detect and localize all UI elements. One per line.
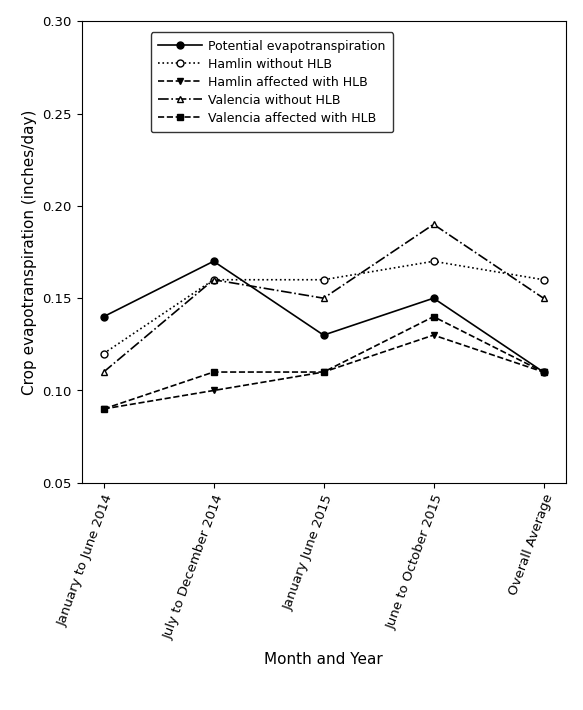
Y-axis label: Crop evapotranspiration (inches/day): Crop evapotranspiration (inches/day) — [22, 109, 37, 395]
Valencia affected with HLB — [210, 368, 217, 376]
Valencia affected with HLB — [430, 312, 437, 321]
Potential evapotranspiration — [540, 368, 547, 376]
Hamlin without HLB — [100, 349, 107, 358]
Line: Hamlin affected with HLB: Hamlin affected with HLB — [100, 332, 547, 413]
Hamlin without HLB — [540, 275, 547, 284]
Hamlin affected with HLB — [100, 405, 107, 413]
Valencia without HLB — [320, 294, 327, 302]
Valencia without HLB — [430, 220, 437, 229]
Hamlin without HLB — [430, 257, 437, 266]
Hamlin affected with HLB — [540, 368, 547, 376]
Hamlin without HLB — [210, 275, 217, 284]
Hamlin without HLB — [320, 275, 327, 284]
Line: Valencia without HLB: Valencia without HLB — [100, 221, 547, 376]
Valencia affected with HLB — [100, 405, 107, 413]
Valencia without HLB — [210, 275, 217, 284]
Line: Valencia affected with HLB: Valencia affected with HLB — [100, 313, 547, 413]
Legend: Potential evapotranspiration, Hamlin without HLB, Hamlin affected with HLB, Vale: Potential evapotranspiration, Hamlin wit… — [151, 32, 393, 132]
Line: Hamlin without HLB: Hamlin without HLB — [100, 258, 547, 357]
Potential evapotranspiration — [100, 312, 107, 321]
Valencia without HLB — [540, 294, 547, 302]
Valencia without HLB — [100, 368, 107, 376]
Potential evapotranspiration — [320, 331, 327, 339]
Hamlin affected with HLB — [430, 331, 437, 339]
Hamlin affected with HLB — [210, 386, 217, 395]
X-axis label: Month and Year: Month and Year — [264, 652, 383, 667]
Line: Potential evapotranspiration: Potential evapotranspiration — [100, 258, 547, 376]
Valencia affected with HLB — [540, 368, 547, 376]
Hamlin affected with HLB — [320, 368, 327, 376]
Potential evapotranspiration — [430, 294, 437, 302]
Potential evapotranspiration — [210, 257, 217, 266]
Valencia affected with HLB — [320, 368, 327, 376]
